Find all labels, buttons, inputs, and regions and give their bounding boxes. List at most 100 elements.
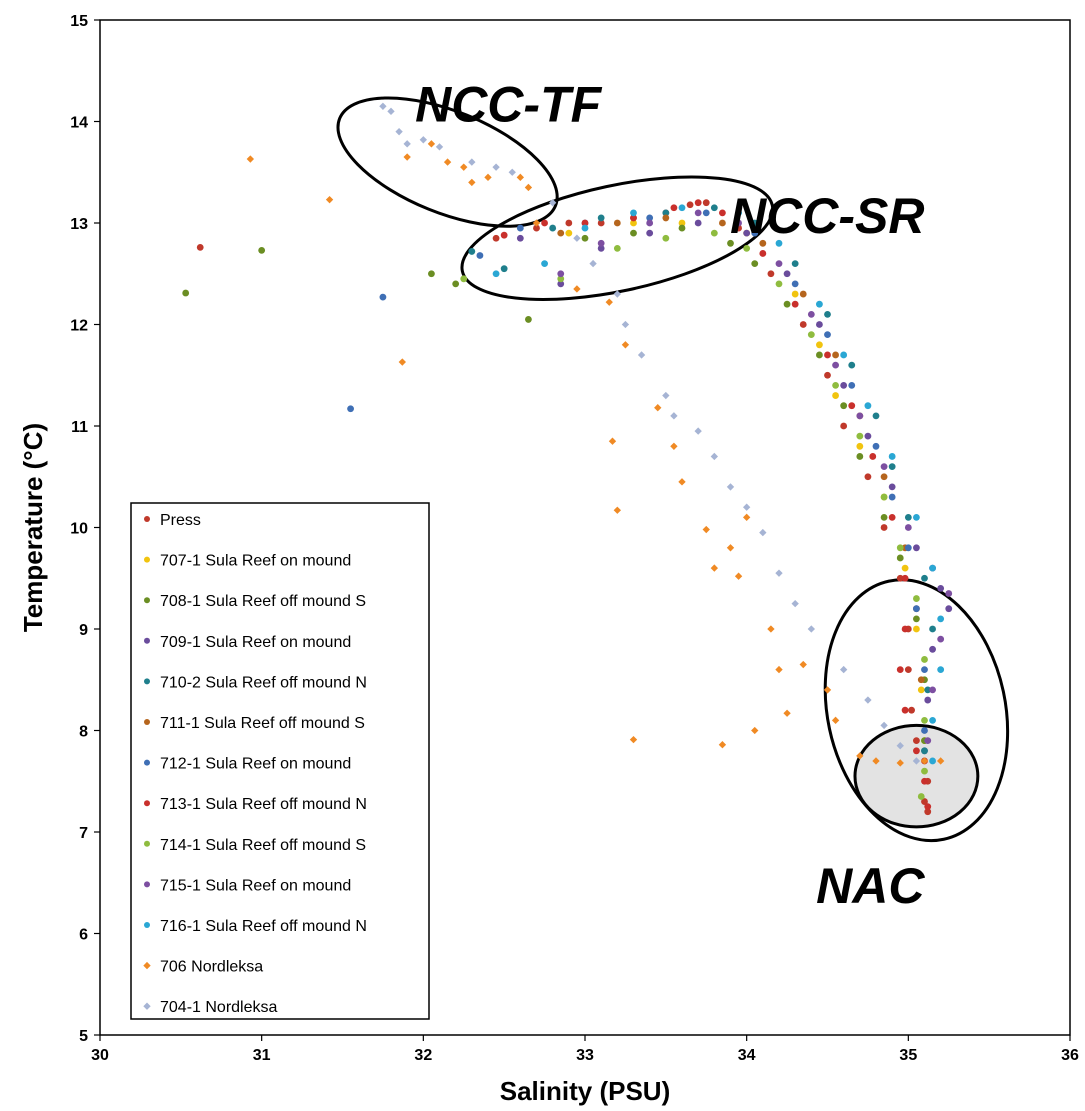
data-point xyxy=(613,219,621,227)
data-point xyxy=(791,599,799,608)
data-point xyxy=(630,229,637,237)
data-point xyxy=(719,209,726,217)
data-point xyxy=(864,402,872,410)
data-point xyxy=(629,735,638,744)
data-point xyxy=(929,716,936,724)
region-label-nac: NAC xyxy=(816,858,925,914)
data-point xyxy=(921,574,928,582)
data-point xyxy=(492,163,500,171)
data-point xyxy=(856,432,864,440)
data-point xyxy=(718,741,727,749)
legend-label: 707-1 Sula Reef on mound xyxy=(160,553,351,570)
data-point xyxy=(710,452,719,461)
x-tick-label: 31 xyxy=(253,1047,271,1064)
data-point xyxy=(557,275,565,283)
data-point xyxy=(831,716,840,725)
region-label-ncc-tf: NCC-TF xyxy=(415,77,603,133)
data-point xyxy=(921,747,928,755)
data-point xyxy=(702,209,710,217)
data-point xyxy=(525,316,532,323)
data-point xyxy=(516,224,524,232)
data-point xyxy=(468,178,476,187)
data-point xyxy=(581,234,589,242)
data-point xyxy=(557,280,565,288)
data-point xyxy=(913,605,920,613)
data-point xyxy=(864,473,872,481)
series-8 xyxy=(460,229,928,800)
data-point xyxy=(924,696,932,704)
data-point xyxy=(743,229,751,237)
data-point xyxy=(901,564,909,572)
data-point xyxy=(581,224,589,232)
data-point xyxy=(549,224,557,232)
data-point xyxy=(807,310,815,318)
data-point xyxy=(468,248,476,255)
series-10 xyxy=(492,204,945,765)
data-point xyxy=(791,260,799,267)
data-point xyxy=(864,696,872,704)
data-point xyxy=(670,204,678,212)
data-point xyxy=(832,361,839,369)
legend-label: 716-1 Sula Reef off mound N xyxy=(160,918,367,935)
data-point xyxy=(917,676,925,684)
data-point xyxy=(929,564,936,572)
data-point xyxy=(541,260,548,267)
data-point xyxy=(630,219,637,227)
ellipse-nac xyxy=(823,578,1010,843)
data-point xyxy=(832,382,839,389)
legend-marker xyxy=(144,678,150,685)
series-1 xyxy=(565,219,928,745)
data-point xyxy=(908,706,915,714)
data-point xyxy=(387,107,395,116)
data-point xyxy=(678,224,686,232)
data-point xyxy=(646,219,654,227)
data-point xyxy=(832,392,839,399)
data-point xyxy=(901,625,909,633)
data-point xyxy=(759,239,767,247)
y-tick-label: 7 xyxy=(79,825,88,842)
legend-label: 704-1 Nordleksa xyxy=(160,999,278,1016)
series-11 xyxy=(246,140,945,767)
data-point xyxy=(751,229,759,237)
data-point xyxy=(783,300,791,308)
data-point xyxy=(799,321,807,328)
data-point xyxy=(937,615,945,623)
data-point xyxy=(662,209,670,217)
data-point xyxy=(670,412,678,420)
data-point xyxy=(856,752,864,760)
data-points xyxy=(182,102,953,816)
data-point xyxy=(888,483,896,491)
ellipse-nac-core xyxy=(853,723,980,829)
data-point xyxy=(726,544,735,552)
data-point xyxy=(920,757,929,765)
data-point xyxy=(403,140,411,148)
legend-marker xyxy=(144,922,150,928)
data-point xyxy=(913,737,920,745)
data-point xyxy=(924,686,932,694)
legend-marker xyxy=(144,516,150,522)
data-point xyxy=(896,742,904,750)
data-point xyxy=(541,219,548,227)
data-point xyxy=(621,341,630,349)
data-point xyxy=(727,239,734,247)
data-point xyxy=(427,140,436,148)
data-point xyxy=(403,153,411,161)
data-point xyxy=(597,244,605,252)
data-point xyxy=(896,554,904,562)
data-point xyxy=(816,341,823,349)
data-point xyxy=(379,102,387,110)
data-point xyxy=(710,564,719,572)
data-point xyxy=(573,285,581,293)
legend-marker xyxy=(144,719,150,725)
data-point xyxy=(468,158,476,166)
data-point xyxy=(917,793,925,800)
data-point xyxy=(702,199,710,207)
data-point xyxy=(824,310,831,318)
data-point xyxy=(896,544,904,552)
x-tick-label: 30 xyxy=(91,1047,109,1064)
data-point xyxy=(443,158,452,166)
data-point xyxy=(945,605,953,613)
data-point xyxy=(484,173,492,182)
legend-label: 706 Nordleksa xyxy=(160,959,263,976)
data-point xyxy=(325,195,334,204)
